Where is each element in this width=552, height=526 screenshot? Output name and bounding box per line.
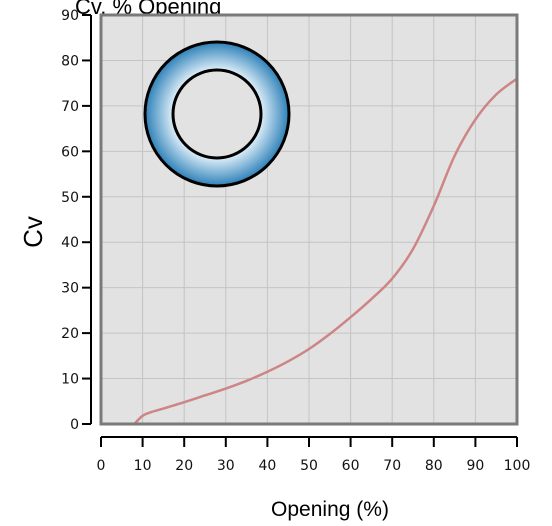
x-tick-label: 80	[425, 458, 443, 474]
x-tick-label: 40	[258, 458, 276, 474]
y-tick-label: 20	[61, 326, 79, 342]
x-tick-label: 20	[175, 458, 193, 474]
x-tick-label: 50	[300, 458, 318, 474]
y-tick-label: 90	[61, 8, 79, 24]
y-axis-label: Cv	[18, 216, 48, 248]
x-tick-label: 10	[134, 458, 152, 474]
y-tick-label: 10	[61, 372, 79, 388]
series-layer	[133, 77, 518, 425]
ring-inner-circle	[171, 68, 263, 160]
y-axis: 0 10 20 30 40 50 60 70 80 90	[61, 8, 92, 433]
x-tick-label: 30	[217, 458, 235, 474]
y-tick-label: 50	[61, 190, 79, 206]
y-tick-label: 70	[61, 99, 79, 115]
x-axis-label: Opening (%)	[271, 498, 389, 521]
y-tick-label: 40	[61, 235, 79, 251]
x-tick-label: 100	[504, 458, 531, 474]
y-tick-label: 80	[61, 53, 79, 69]
y-tick-label: 0	[70, 417, 79, 433]
x-tick-label: 0	[97, 458, 106, 474]
x-tick-label: 60	[342, 458, 360, 474]
y-tick-label: 60	[61, 144, 79, 160]
x-axis: 0 10 20 30 40 50 60 70 80 90 100	[97, 436, 531, 474]
y-tick-label: 30	[61, 281, 79, 297]
plot-frame	[99, 13, 519, 426]
x-tick-label: 70	[383, 458, 401, 474]
series-line	[133, 77, 518, 425]
x-tick-label: 90	[466, 458, 484, 474]
ring-seat-icon	[143, 40, 291, 188]
